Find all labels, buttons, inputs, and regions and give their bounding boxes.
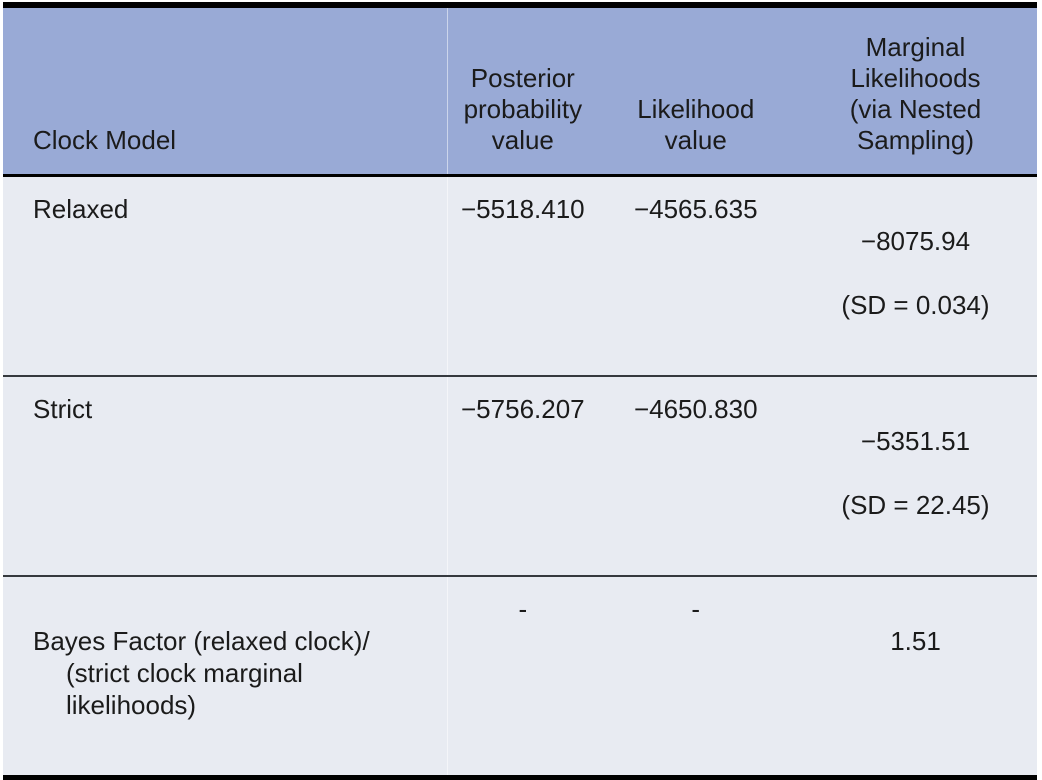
- header-row: Clock Model Posterior probability value …: [3, 5, 1037, 177]
- header-likelihood-value: Likelihood value: [597, 5, 794, 177]
- header-posterior-probability-value: Posterior probability value: [447, 5, 598, 177]
- cell-model-name: Strict: [3, 376, 448, 577]
- table-header: Clock Model Posterior probability value …: [3, 5, 1037, 177]
- marginal-value: −5351.51: [860, 426, 971, 456]
- marginal-sd: (SD = 0.034): [841, 290, 990, 320]
- bayes-factor-label: Bayes Factor (relaxed clock)/ (strict cl…: [33, 626, 370, 720]
- table-body: Relaxed −5518.410 −4565.635 −8075.94 (SD…: [3, 175, 1037, 778]
- cell-marginal-likelihood: 1.51: [793, 576, 1037, 778]
- header-clock-model: Clock Model: [3, 5, 448, 177]
- cell-model-name: Relaxed: [3, 175, 448, 377]
- header-marginal-likelihoods: Marginal Likelihoods (via Nested Samplin…: [793, 5, 1037, 177]
- marginal-sd: (SD = 22.45): [841, 490, 990, 520]
- cell-posterior-value: −5518.410: [447, 175, 598, 377]
- cell-posterior-value: −5756.207: [447, 376, 598, 577]
- cell-marginal-likelihood: −8075.94 (SD = 0.034): [793, 175, 1037, 377]
- data-table: Clock Model Posterior probability value …: [3, 2, 1037, 780]
- table-row-bayes-factor: Bayes Factor (relaxed clock)/ (strict cl…: [3, 576, 1037, 778]
- marginal-value: −8075.94: [860, 226, 971, 256]
- table-row-relaxed: Relaxed −5518.410 −4565.635 −8075.94 (SD…: [3, 175, 1037, 377]
- marginal-value: 1.51: [890, 626, 941, 656]
- table-row-strict: Strict −5756.207 −4650.830 −5351.51 (SD …: [3, 376, 1037, 577]
- cell-likelihood-value: -: [597, 576, 794, 778]
- clock-model-comparison-table: Clock Model Posterior probability value …: [3, 2, 1037, 780]
- cell-likelihood-value: −4650.830: [597, 376, 794, 577]
- cell-model-name: Bayes Factor (relaxed clock)/ (strict cl…: [3, 576, 448, 778]
- cell-likelihood-value: −4565.635: [597, 175, 794, 377]
- cell-marginal-likelihood: −5351.51 (SD = 22.45): [793, 376, 1037, 577]
- cell-posterior-value: -: [447, 576, 598, 778]
